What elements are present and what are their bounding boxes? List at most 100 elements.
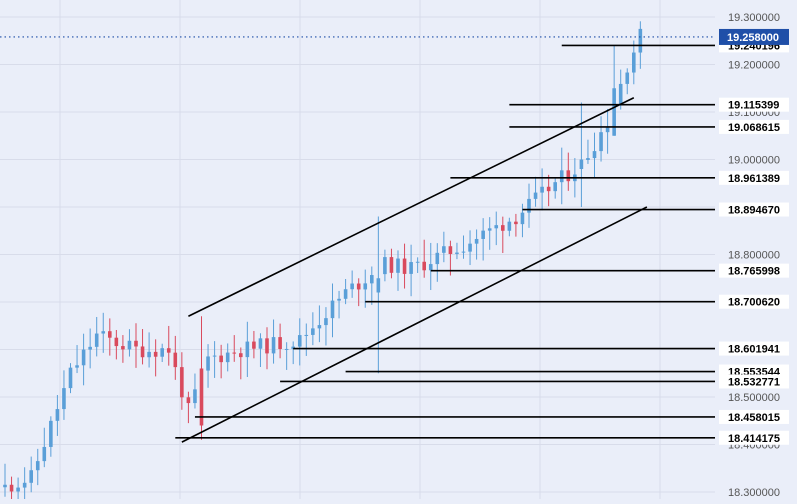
candle-body-up[interactable]: [160, 348, 164, 357]
candle-body-down[interactable]: [232, 352, 237, 354]
candle-body-up[interactable]: [520, 212, 525, 225]
candle-body-up[interactable]: [304, 334, 309, 336]
candle-body-down[interactable]: [186, 397, 191, 404]
candle-body-down[interactable]: [252, 341, 256, 349]
candle-body-up[interactable]: [428, 264, 433, 271]
candle-body-up[interactable]: [533, 192, 538, 199]
candle-body-down[interactable]: [180, 367, 184, 398]
candle-body-up[interactable]: [474, 238, 479, 244]
candle-body-down[interactable]: [140, 346, 145, 358]
candle-body-up[interactable]: [396, 258, 400, 273]
candle-body-up[interactable]: [127, 340, 132, 350]
candle-body-down[interactable]: [514, 221, 518, 225]
candle-body-up[interactable]: [481, 230, 485, 239]
candle-body-up[interactable]: [62, 388, 66, 410]
candle-body-up[interactable]: [258, 338, 263, 349]
candle-body-down[interactable]: [173, 352, 178, 368]
price-axis[interactable]: 19.30000019.20000019.10000019.00000018.9…: [719, 12, 789, 499]
candle-body-up[interactable]: [55, 409, 60, 421]
candle-body-down[interactable]: [108, 331, 112, 338]
candle-body-up[interactable]: [49, 420, 53, 447]
candle-body-up[interactable]: [88, 346, 92, 350]
candle-body-up[interactable]: [291, 346, 295, 349]
candle-body-up[interactable]: [363, 283, 368, 290]
candle-body-up[interactable]: [632, 52, 636, 73]
candle-body-up[interactable]: [442, 246, 446, 253]
candle-body-up[interactable]: [638, 28, 643, 53]
candle-body-up[interactable]: [297, 335, 302, 347]
candle-body-up[interactable]: [592, 151, 597, 159]
candle-body-up[interactable]: [579, 159, 584, 170]
candle-body-up[interactable]: [337, 298, 341, 301]
candle-body-down[interactable]: [389, 257, 394, 273]
candle-body-up[interactable]: [527, 198, 531, 213]
candle-body-up[interactable]: [22, 482, 27, 488]
channel-upper-line[interactable]: [188, 97, 635, 317]
candle-body-up[interactable]: [553, 182, 557, 192]
candle-body-up[interactable]: [330, 300, 335, 319]
candle-body-up[interactable]: [311, 328, 315, 335]
candle-body-up[interactable]: [284, 348, 289, 350]
candle-body-down[interactable]: [356, 283, 361, 290]
candle-body-up[interactable]: [586, 158, 590, 160]
candle-body-up[interactable]: [206, 356, 210, 371]
candle-body-up[interactable]: [559, 170, 564, 183]
candle-body-up[interactable]: [487, 228, 492, 231]
candle-body-up[interactable]: [415, 261, 420, 263]
candle-body-up[interactable]: [35, 461, 40, 471]
candle-body-up[interactable]: [68, 367, 73, 389]
candle-body-up[interactable]: [409, 262, 413, 274]
candle-body-down[interactable]: [239, 353, 243, 358]
candle-body-up[interactable]: [271, 337, 276, 354]
candle-body-up[interactable]: [101, 331, 106, 334]
candle-body-up[interactable]: [455, 252, 459, 254]
candle-body-up[interactable]: [225, 352, 230, 363]
candle-body-up[interactable]: [461, 251, 466, 253]
candle-body-up[interactable]: [317, 325, 322, 329]
candle-body-up[interactable]: [343, 289, 348, 299]
candle-body-down[interactable]: [166, 348, 171, 353]
candle-body-up[interactable]: [494, 225, 499, 229]
candle-body-down[interactable]: [9, 484, 14, 492]
candle-body-up[interactable]: [350, 283, 354, 290]
candle-body-down[interactable]: [566, 170, 571, 182]
channel-lower-line[interactable]: [181, 206, 648, 443]
candle-body-down[interactable]: [114, 337, 119, 347]
candle-body-down[interactable]: [153, 351, 158, 357]
candle-body-up[interactable]: [605, 127, 610, 133]
candle-body-up[interactable]: [540, 186, 544, 193]
candle-body-up[interactable]: [29, 470, 33, 483]
candle-body-up[interactable]: [370, 275, 374, 284]
candle-body-down[interactable]: [199, 368, 204, 426]
candle-body-up[interactable]: [612, 88, 616, 136]
candle-body-up[interactable]: [507, 221, 512, 231]
candle-body-up[interactable]: [16, 487, 20, 492]
candle-body-up[interactable]: [147, 351, 151, 358]
candle-body-up[interactable]: [625, 72, 630, 84]
candle-body-up[interactable]: [324, 318, 328, 326]
candle-body-down[interactable]: [448, 246, 453, 254]
candle-body-down[interactable]: [278, 337, 282, 350]
candle-body-down[interactable]: [134, 340, 138, 347]
candle-body-down[interactable]: [219, 355, 223, 363]
candle-body-up[interactable]: [212, 355, 217, 357]
candle-body-up[interactable]: [376, 278, 381, 293]
candle-body-up[interactable]: [81, 349, 86, 366]
candle-body-down[interactable]: [121, 346, 125, 350]
candle-body-down[interactable]: [501, 225, 505, 231]
candle-body-down[interactable]: [422, 261, 426, 271]
candle-body-up[interactable]: [468, 243, 472, 252]
candle-body-up[interactable]: [245, 341, 250, 358]
candle-body-down[interactable]: [265, 338, 269, 354]
candle-body-up[interactable]: [193, 389, 197, 404]
candle-body-up[interactable]: [599, 132, 603, 152]
candle-body-up[interactable]: [618, 83, 623, 106]
candle-body-up[interactable]: [435, 252, 440, 265]
candle-body-up[interactable]: [383, 257, 387, 275]
candle-body-up[interactable]: [94, 333, 99, 347]
candle-body-up[interactable]: [75, 365, 79, 368]
candle-body-down[interactable]: [402, 258, 407, 274]
candle-body-down[interactable]: [546, 186, 551, 192]
